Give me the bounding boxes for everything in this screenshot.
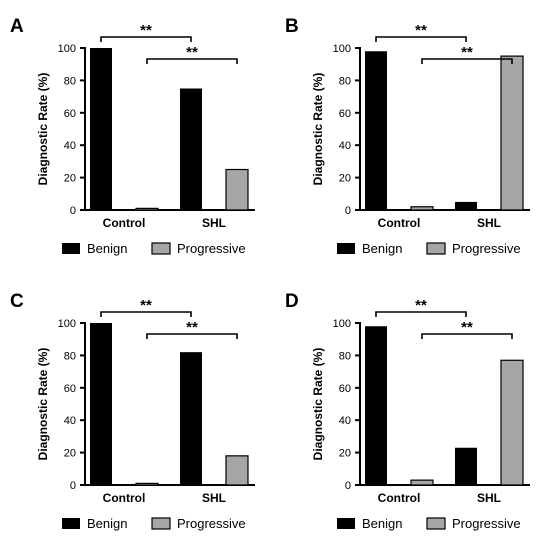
significance-bracket: [421, 333, 513, 339]
bar-benign-shl: [455, 201, 477, 210]
chart-panel-d: D Diagnostic Rate (%) 0 20 40 60 80 100 Control S…: [285, 291, 530, 531]
bar-progressive-shl: [225, 168, 249, 211]
significance-bracket: [100, 311, 192, 317]
y-tick-label: 40: [339, 140, 351, 152]
y-tick-label: 60: [64, 108, 76, 120]
legend-swatch-progressive: [151, 242, 171, 255]
legend-label-progressive: Progressive: [452, 516, 521, 531]
significance-label: **: [140, 297, 152, 314]
y-tick-label: 0: [70, 205, 76, 217]
y-tick-label: 80: [64, 75, 76, 87]
y-tick-label: 80: [64, 350, 76, 362]
significance-bracket: [100, 36, 192, 42]
significance-label: **: [415, 22, 427, 39]
chart-panel-a: A Diagnostic Rate (%) 0 20 40 60 80 100 Control S…: [10, 16, 255, 256]
y-tick-label: 80: [339, 350, 351, 362]
y-tick-label: 0: [345, 480, 351, 492]
panel-letter: C: [10, 291, 24, 312]
legend-swatch-progressive: [426, 517, 446, 530]
legend-label-benign: Benign: [362, 241, 402, 256]
significance-bracket: [146, 333, 238, 339]
bar-progressive-control: [410, 206, 434, 211]
y-tick-label: 40: [64, 140, 76, 152]
y-tick-label: 60: [64, 383, 76, 395]
y-tick-label: 100: [58, 318, 76, 330]
significance-bracket: [421, 58, 513, 64]
legend-label-progressive: Progressive: [452, 241, 521, 256]
y-axis-title: Diagnostic Rate (%): [311, 348, 325, 461]
y-tick-label: 0: [345, 205, 351, 217]
x-category-label: Control: [378, 216, 421, 230]
bar-progressive-control: [410, 479, 434, 486]
legend-swatch-progressive: [426, 242, 446, 255]
significance-label: **: [461, 44, 473, 61]
y-tick-label: 20: [64, 448, 76, 460]
y-axis-title: Diagnostic Rate (%): [36, 73, 50, 186]
y-tick-label: 20: [64, 173, 76, 185]
x-category-label: Control: [103, 216, 146, 230]
legend-swatch-benign: [337, 243, 355, 254]
x-category-label: Control: [378, 491, 421, 505]
legend-swatch-benign: [62, 243, 80, 254]
y-tick-label: 100: [333, 43, 351, 55]
legend-label-benign: Benign: [87, 241, 127, 256]
x-category-label: SHL: [202, 216, 226, 230]
y-tick-label: 40: [64, 415, 76, 427]
y-tick-label: 80: [339, 75, 351, 87]
legend-swatch-benign: [62, 518, 80, 529]
significance-label: **: [415, 297, 427, 314]
bar-progressive-shl: [500, 359, 524, 486]
y-tick-label: 20: [339, 173, 351, 185]
panel-letter: D: [285, 291, 299, 312]
y-tick-label: 40: [339, 415, 351, 427]
bar-benign-control: [90, 323, 112, 485]
y-tick-label: 20: [339, 448, 351, 460]
x-category-label: SHL: [477, 216, 501, 230]
y-tick-label: 100: [58, 43, 76, 55]
y-axis-title: Diagnostic Rate (%): [311, 73, 325, 186]
significance-label: **: [186, 319, 198, 336]
x-category-label: SHL: [477, 491, 501, 505]
significance-label: **: [461, 319, 473, 336]
y-axis-title: Diagnostic Rate (%): [36, 348, 50, 461]
bar-progressive-control: [135, 482, 159, 486]
legend-swatch-progressive: [151, 517, 171, 530]
significance-bracket: [146, 58, 238, 64]
bar-benign-shl: [455, 447, 477, 485]
significance-bracket: [375, 36, 467, 42]
bar-benign-shl: [180, 352, 202, 485]
legend-label-progressive: Progressive: [177, 241, 246, 256]
legend-label-benign: Benign: [87, 516, 127, 531]
y-tick-label: 60: [339, 383, 351, 395]
bar-progressive-control: [135, 207, 159, 211]
legend-label-benign: Benign: [362, 516, 402, 531]
bar-progressive-shl: [225, 455, 249, 486]
bar-progressive-shl: [500, 55, 524, 211]
bar-benign-control: [90, 48, 112, 210]
significance-bracket: [375, 311, 467, 317]
bar-benign-control: [365, 326, 387, 485]
panel-letter: B: [285, 16, 299, 37]
y-tick-label: 100: [333, 318, 351, 330]
panel-letter: A: [10, 16, 24, 37]
x-category-label: SHL: [202, 491, 226, 505]
x-category-label: Control: [103, 491, 146, 505]
legend-swatch-benign: [337, 518, 355, 529]
significance-label: **: [140, 22, 152, 39]
bar-benign-shl: [180, 88, 202, 210]
bar-benign-control: [365, 51, 387, 210]
significance-label: **: [186, 44, 198, 61]
chart-panel-b: B Diagnostic Rate (%) 0 20 40 60 80 100 Control S…: [285, 16, 530, 256]
y-tick-label: 0: [70, 480, 76, 492]
y-tick-label: 60: [339, 108, 351, 120]
chart-panel-c: C Diagnostic Rate (%) 0 20 40 60 80 100 Control S…: [10, 291, 255, 531]
legend-label-progressive: Progressive: [177, 516, 246, 531]
